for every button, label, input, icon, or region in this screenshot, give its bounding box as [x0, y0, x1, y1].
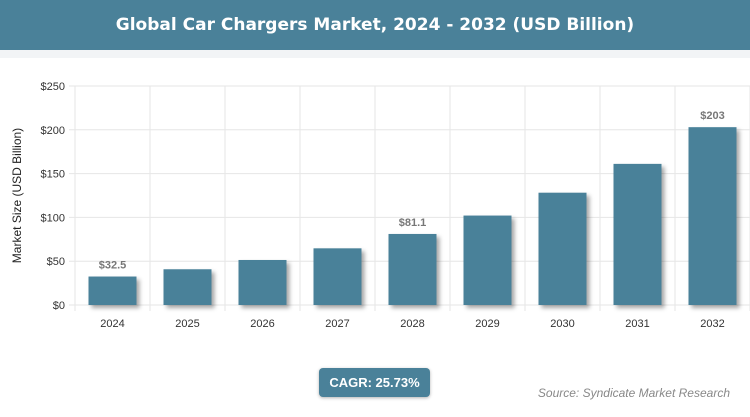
x-tick-label: 2028 — [400, 318, 424, 330]
bar-2031 — [613, 163, 662, 305]
data-label-2032: $203 — [700, 110, 724, 122]
source-note: Source: Syndicate Market Research — [537, 386, 730, 400]
bar-2024 — [88, 276, 137, 305]
bar-2026 — [238, 259, 287, 305]
bar-2032 — [688, 127, 737, 305]
x-tick-label: 2029 — [475, 318, 499, 330]
data-label-2028: $81.1 — [399, 217, 427, 229]
bar-2029 — [463, 215, 512, 305]
y-tick-label: $200 — [41, 125, 65, 137]
x-tick-label: 2030 — [550, 318, 574, 330]
y-tick-label: $0 — [53, 300, 65, 312]
data-label-2024: $32.5 — [99, 260, 127, 272]
y-axis-label: Market Size (USD Billion) — [10, 128, 24, 263]
y-tick-label: $100 — [41, 212, 65, 224]
y-tick-label: $150 — [41, 169, 65, 181]
y-tick-label: $250 — [41, 81, 65, 93]
x-tick-label: 2026 — [250, 318, 274, 330]
x-tick-label: 2027 — [325, 318, 349, 330]
bar-2025 — [163, 269, 212, 305]
chart-title: Global Car Chargers Market, 2024 - 2032 … — [0, 0, 750, 50]
x-tick-label: 2024 — [100, 318, 124, 330]
cagr-badge[interactable]: CAGR: 25.73% — [319, 368, 430, 397]
x-tick-label: 2032 — [700, 318, 724, 330]
bar-2027 — [313, 248, 362, 305]
y-tick-label: $50 — [47, 256, 65, 268]
x-tick-label: 2031 — [625, 318, 649, 330]
bar-2028 — [388, 233, 437, 305]
header-divider — [0, 50, 750, 58]
x-tick-label: 2025 — [175, 318, 199, 330]
bar-2030 — [538, 192, 587, 305]
